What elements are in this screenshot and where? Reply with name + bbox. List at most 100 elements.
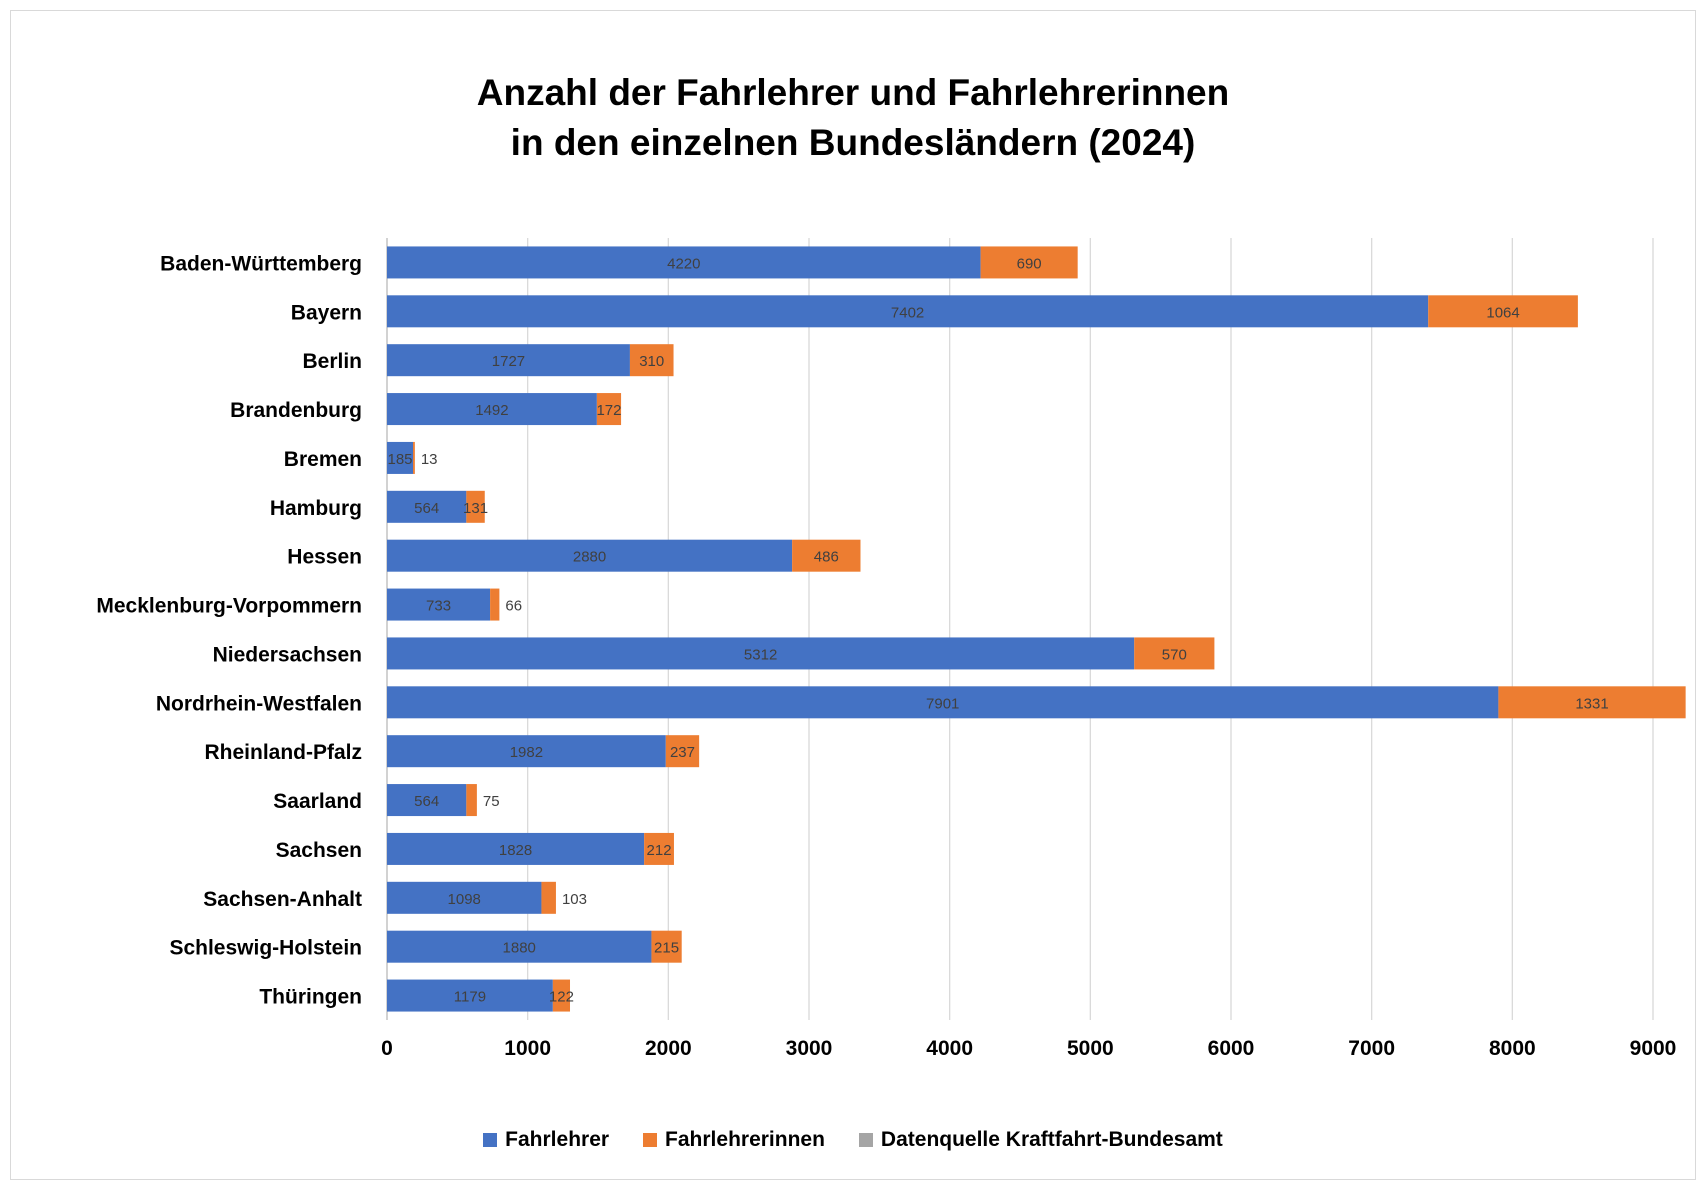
x-tick-label: 7000: [1348, 1037, 1395, 1060]
bar-fahrlehrerinnen: [644, 832, 674, 865]
y-category-label: Nordrhein-Westfalen: [156, 692, 362, 715]
bar-fahrlehrer: [387, 441, 414, 474]
data-label-fahrlehrerinnen: 172: [596, 402, 621, 419]
y-category-label: Schleswig-Holstein: [169, 937, 362, 960]
data-label-fahrlehrerinnen: 1064: [1486, 304, 1519, 321]
bar-fahrlehrer: [387, 930, 652, 963]
bar-fahrlehrerinnen: [596, 393, 622, 426]
data-label-fahrlehrer: 1982: [510, 744, 543, 761]
bar-fahrlehrerinnen: [792, 539, 861, 572]
data-label-fahrlehrerinnen: 13: [421, 451, 438, 468]
bar-fahrlehrer: [387, 588, 491, 621]
y-category-label: Sachsen: [276, 839, 362, 862]
chart-title: Anzahl der Fahrlehrer und Fahrlehrerinne…: [476, 72, 1230, 113]
bar-fahrlehrer: [387, 295, 1429, 328]
bar-fahrlehrerinnen: [651, 930, 682, 963]
y-category-label: Saarland: [273, 790, 362, 813]
y-category-label: Rheinland-Pfalz: [204, 741, 362, 764]
y-category-label: Thüringen: [259, 986, 362, 1009]
x-tick-label: 9000: [1630, 1037, 1677, 1060]
data-label-fahrlehrerinnen: 122: [549, 989, 574, 1006]
legend-item-fahrlehrer: Fahrlehrer: [483, 1128, 609, 1152]
data-label-fahrlehrerinnen: 237: [670, 744, 695, 761]
data-label-fahrlehrer: 733: [426, 598, 451, 615]
y-category-label: Niedersachsen: [213, 643, 362, 666]
data-label-fahrlehrerinnen: 1331: [1575, 695, 1608, 712]
bar-fahrlehrerinnen: [552, 979, 571, 1012]
x-tick-label: 4000: [926, 1037, 973, 1060]
y-category-label: Sachsen-Anhalt: [203, 888, 362, 911]
y-category-label: Berlin: [302, 350, 362, 373]
data-label-fahrlehrerinnen: 131: [463, 500, 488, 517]
bar-fahrlehrer: [387, 344, 630, 377]
legend-label-fahrlehrerinnen: Fahrlehrerinnen: [665, 1128, 825, 1151]
data-label-fahrlehrerinnen: 570: [1162, 646, 1187, 663]
legend-label-datenquelle: Datenquelle Kraftfahrt-Bundesamt: [880, 1128, 1223, 1151]
data-label-fahrlehrer: 4220: [667, 255, 700, 272]
x-tick-label: 8000: [1489, 1037, 1536, 1060]
bar-fahrlehrerinnen: [1134, 637, 1215, 670]
bar-fahrlehrerinnen: [629, 344, 674, 377]
bar-fahrlehrer: [387, 686, 1499, 719]
x-tick-label: 1000: [504, 1037, 551, 1060]
bar-fahrlehrer: [387, 637, 1135, 670]
data-label-fahrlehrerinnen: 66: [505, 598, 522, 615]
bar-fahrlehrerinnen: [466, 784, 477, 817]
chart-subtitle: in den einzelnen Bundesländern (2024): [510, 122, 1196, 163]
data-label-fahrlehrerinnen: 103: [562, 891, 587, 908]
y-category-label: Bremen: [284, 448, 362, 471]
data-label-fahrlehrer: 1828: [499, 842, 532, 859]
data-label-fahrlehrer: 1098: [448, 891, 481, 908]
legend-item-datenquelle: Datenquelle Kraftfahrt-Bundesamt: [858, 1128, 1223, 1152]
bar-fahrlehrer: [387, 246, 981, 279]
bar-fahrlehrer: [387, 393, 597, 426]
data-label-fahrlehrerinnen: 486: [814, 549, 839, 566]
y-category-label: Bayern: [291, 301, 362, 324]
bar-fahrlehrer: [387, 735, 666, 768]
x-tick-label: 5000: [1067, 1037, 1114, 1060]
chart-title-block: Anzahl der Fahrlehrer und Fahrlehrerinne…: [0, 68, 1706, 168]
data-label-fahrlehrerinnen: 215: [654, 940, 679, 957]
x-tick-label: 6000: [1208, 1037, 1255, 1060]
bar-fahrlehrerinnen: [1428, 295, 1578, 328]
data-label-fahrlehrer: 1179: [454, 989, 486, 1006]
legend-swatch-datenquelle: [858, 1133, 873, 1147]
data-label-fahrlehrer: 564: [414, 793, 439, 810]
bar-fahrlehrer: [387, 979, 553, 1012]
bar-fahrlehrerinnen: [541, 881, 556, 914]
bar-fahrlehrer: [387, 539, 793, 572]
data-label-fahrlehrer: 1727: [492, 353, 525, 370]
data-label-fahrlehrerinnen: 212: [647, 842, 672, 859]
legend-swatch-fahrlehrerinnen: [643, 1133, 658, 1147]
data-label-fahrlehrer: 1880: [503, 940, 536, 957]
legend-swatch-fahrlehrer: [483, 1133, 498, 1147]
data-label-fahrlehrer: 1492: [475, 402, 508, 419]
bar-fahrlehrer: [387, 881, 542, 914]
x-tick-label: 0: [381, 1037, 393, 1060]
bar-fahrlehrer: [387, 490, 467, 523]
legend-label-fahrlehrer: Fahrlehrer: [505, 1128, 610, 1151]
data-label-fahrlehrer: 5312: [744, 646, 777, 663]
y-category-label: Mecklenburg-Vorpommern: [96, 595, 362, 618]
x-tick-label: 2000: [645, 1037, 692, 1060]
data-label-fahrlehrerinnen: 75: [483, 793, 500, 810]
data-label-fahrlehrer: 7402: [891, 304, 924, 321]
y-category-label: Brandenburg: [230, 399, 362, 422]
bar-fahrlehrer: [387, 784, 467, 817]
bar-fahrlehrer: [387, 832, 645, 865]
bar-fahrlehrerinnen: [466, 490, 485, 523]
y-category-label: Hamburg: [270, 497, 362, 520]
data-label-fahrlehrer: 564: [414, 500, 439, 517]
x-tick-label: 3000: [786, 1037, 833, 1060]
chart-frame: [10, 10, 1696, 1180]
data-label-fahrlehrerinnen: 310: [639, 353, 664, 370]
bar-fahrlehrerinnen: [490, 588, 500, 621]
data-label-fahrlehrer: 185: [387, 451, 412, 468]
bar-fahrlehrerinnen: [413, 441, 415, 474]
legend-item-fahrlehrerinnen: Fahrlehrerinnen: [643, 1128, 825, 1152]
y-category-label: Baden-Württemberg: [160, 252, 362, 275]
legend: Fahrlehrer Fahrlehrerinnen Datenquelle K…: [0, 1128, 1706, 1152]
data-label-fahrlehrer: 7901: [926, 695, 959, 712]
bar-fahrlehrerinnen: [1498, 686, 1686, 719]
